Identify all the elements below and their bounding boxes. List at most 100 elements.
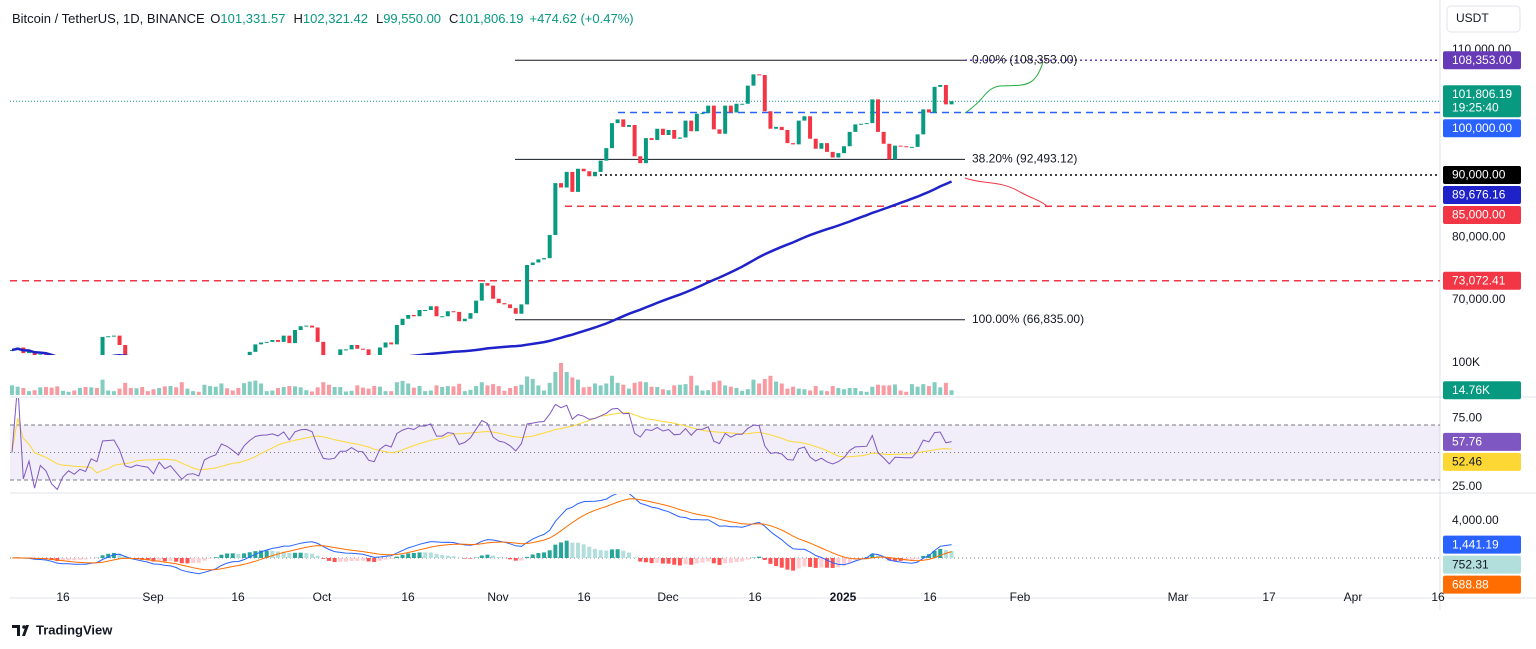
- histogram-bar: [106, 553, 111, 559]
- candle: [259, 342, 264, 345]
- price-tag-label: 90,000.00: [1452, 168, 1506, 182]
- histogram-bar: [309, 553, 314, 559]
- candle: [84, 364, 88, 367]
- candle: [553, 183, 558, 235]
- volume-bar: [949, 390, 954, 395]
- volume-bar: [389, 391, 394, 395]
- histogram-bar: [609, 549, 614, 559]
- volume-bar: [281, 387, 286, 395]
- volume-bar: [842, 389, 847, 395]
- volume-bar: [445, 386, 450, 395]
- histogram-bar: [445, 555, 450, 559]
- candle: [214, 375, 218, 378]
- candle: [163, 368, 167, 378]
- rsi-line: [11, 398, 952, 491]
- volume-bar: [926, 386, 931, 395]
- histogram-bar: [768, 558, 773, 564]
- volume-bar: [32, 390, 37, 395]
- candle: [360, 348, 365, 350]
- volume-bar: [508, 387, 513, 395]
- logo: [12, 625, 29, 636]
- price-tag-label: 57.76: [1452, 435, 1482, 449]
- volume-bar: [474, 386, 479, 395]
- histogram-bar: [802, 558, 807, 567]
- volume-bar: [394, 382, 399, 395]
- volume-bar: [745, 389, 750, 395]
- candle: [915, 134, 920, 147]
- histogram-bar: [530, 554, 535, 559]
- volume-bar: [711, 382, 716, 395]
- candle: [496, 298, 501, 304]
- histogram-bar: [434, 553, 439, 559]
- x-tick-label: 16: [748, 590, 762, 604]
- volume-bar: [847, 387, 852, 395]
- histogram-bar: [638, 558, 643, 562]
- volume-bar: [609, 375, 614, 395]
- histogram-bar: [55, 558, 60, 562]
- candle: [592, 171, 597, 177]
- candle: [462, 318, 467, 322]
- volume-bar: [196, 391, 201, 395]
- candle: [576, 168, 580, 192]
- histogram-bar: [202, 558, 207, 561]
- x-tick-label: 16: [401, 590, 415, 604]
- volume-bar: [15, 386, 20, 395]
- candle: [626, 125, 631, 127]
- histogram-bar: [791, 558, 796, 571]
- histogram-bar: [813, 558, 818, 568]
- volume-bar: [38, 387, 43, 395]
- x-tick-label: Sep: [142, 590, 164, 604]
- candle: [609, 123, 614, 149]
- candle: [836, 153, 841, 158]
- histogram-bar: [649, 558, 654, 564]
- y-tick-label: 4,000.00: [1452, 513, 1499, 527]
- volume-bar: [168, 386, 173, 395]
- histogram-bar: [145, 558, 150, 561]
- candle: [683, 120, 688, 138]
- candle: [830, 151, 835, 158]
- candle: [887, 143, 892, 160]
- volume-bar: [208, 386, 213, 395]
- candle: [377, 347, 382, 355]
- candle: [581, 168, 586, 172]
- y-tick-label: 70,000.00: [1452, 292, 1506, 306]
- candle: [536, 259, 541, 263]
- volume-bar: [338, 387, 343, 395]
- histogram-bar: [417, 552, 422, 559]
- volume-bar: [592, 383, 597, 395]
- candle: [293, 330, 297, 344]
- candle: [231, 363, 235, 368]
- candle: [825, 143, 830, 152]
- volume-bar: [683, 384, 688, 395]
- histogram-bar: [315, 555, 320, 559]
- histogram-bar: [230, 553, 235, 559]
- histogram-bar: [683, 558, 688, 565]
- volume-bar: [162, 386, 167, 395]
- price-tag-label: 89,676.16: [1452, 188, 1506, 202]
- histogram-bar: [581, 544, 586, 559]
- histogram-bar: [825, 558, 830, 568]
- volume-bar: [276, 387, 281, 395]
- candle: [938, 85, 943, 87]
- currency[interactable]: USDT: [1456, 11, 1489, 25]
- fib-label: 0.00% (108,353.00): [972, 52, 1077, 66]
- candle: [89, 356, 93, 366]
- x-tick-label: 16: [923, 590, 937, 604]
- volume-bar: [621, 384, 626, 395]
- volume-bar: [700, 390, 705, 395]
- histogram-bar: [564, 540, 569, 559]
- volume-bar: [202, 384, 207, 395]
- candle: [321, 341, 326, 355]
- candle: [383, 342, 388, 348]
- histogram-bar: [819, 558, 824, 568]
- currency-button[interactable]: [1446, 5, 1521, 33]
- histogram-bar: [717, 558, 722, 565]
- volume-bar: [785, 388, 790, 395]
- x-tick-label: 16: [1431, 590, 1445, 604]
- histogram-bar: [326, 558, 331, 561]
- price-tag: [1443, 119, 1521, 138]
- histogram-bar: [598, 550, 603, 559]
- volume-bar: [66, 391, 71, 395]
- volume-bar: [751, 379, 756, 395]
